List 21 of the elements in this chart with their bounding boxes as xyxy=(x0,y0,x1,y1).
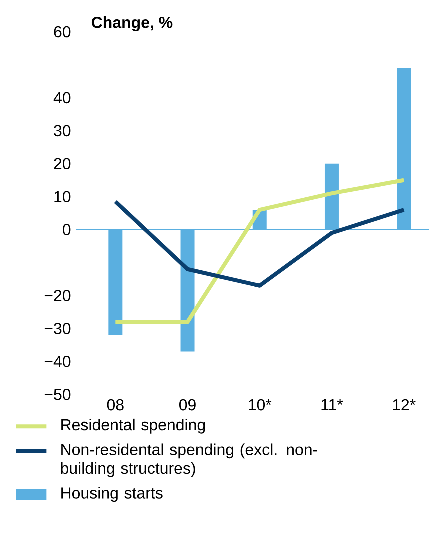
y-tick-label: −30 xyxy=(44,323,71,334)
legend-label: Residental spending xyxy=(62,418,206,434)
line-series xyxy=(114,178,406,324)
y-tick-label: 40 xyxy=(54,92,71,104)
y-tick-label: 10 xyxy=(54,191,71,203)
y-tick-label: 20 xyxy=(54,158,71,170)
line-series xyxy=(114,200,406,288)
chart-title: Change, % xyxy=(92,16,173,32)
x-tick-label: 08 xyxy=(107,399,124,411)
y-tick-label: 30 xyxy=(54,125,71,137)
legend-label: Non-residental spending (excl. non-building structures) xyxy=(61,444,318,478)
x-tick-label: 10* xyxy=(249,399,272,411)
x-tick-label: 11* xyxy=(322,399,344,410)
y-tick-label: 60 xyxy=(54,26,71,38)
legend-label: Housing starts xyxy=(62,487,163,502)
x-tick-label: 12* xyxy=(393,399,416,411)
y-tick-label: 0 xyxy=(63,224,71,236)
y-tick-label: −40 xyxy=(44,356,71,368)
y-tick-label: −50 xyxy=(44,389,71,400)
x-tick-label: 09 xyxy=(179,399,196,411)
y-tick-label: −20 xyxy=(44,290,71,302)
